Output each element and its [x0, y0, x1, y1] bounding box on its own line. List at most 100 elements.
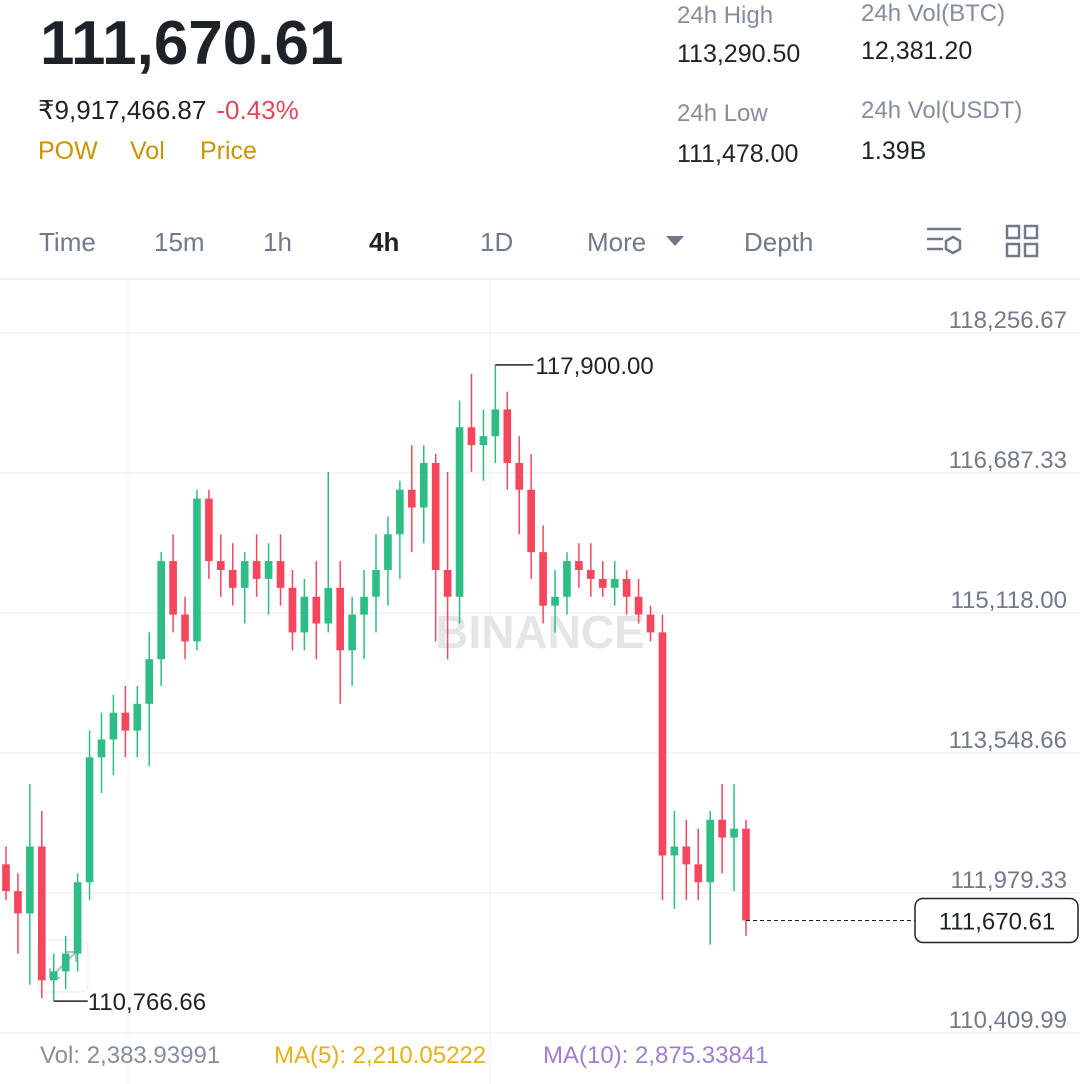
candle-body — [121, 712, 130, 731]
stat-label: 24h High — [677, 2, 774, 29]
low-label: 110,766.66 — [88, 989, 206, 1016]
layout-icon[interactable] — [1005, 224, 1041, 260]
candle-body — [718, 819, 726, 838]
stat-value: 1.39B — [861, 137, 927, 165]
candle-body — [157, 561, 165, 660]
candle-body — [324, 587, 333, 624]
indicator[interactable]: POW — [38, 137, 98, 165]
candle-body — [26, 846, 34, 914]
y-tick-label: 116,687.33 — [949, 447, 1067, 474]
inr-price: ₹9,917,466.87 — [38, 95, 207, 125]
candle-body — [240, 561, 249, 588]
candle-body — [575, 561, 583, 570]
candle-body — [610, 578, 619, 588]
candle-body — [49, 971, 58, 981]
candle-body — [276, 561, 285, 588]
candle-body — [503, 409, 512, 463]
stat-label: 24h Vol(BTC) — [861, 0, 1006, 27]
candle-body — [634, 596, 643, 615]
candle-body — [193, 498, 201, 642]
y-tick-label: 118,256.67 — [949, 307, 1067, 334]
indicator[interactable]: Vol — [130, 137, 165, 165]
candle-body — [431, 462, 440, 570]
candle-body — [407, 489, 416, 508]
ma10-label: MA(10): 2,875.33841 — [543, 1042, 768, 1069]
stat-label: 24h Low — [677, 100, 768, 127]
candle-body — [109, 712, 118, 740]
candle-body — [264, 561, 273, 579]
candle-body — [622, 578, 631, 597]
last-price-label: 111,670.61 — [939, 909, 1056, 936]
candle-body — [348, 614, 356, 651]
settings-icon[interactable] — [925, 224, 965, 260]
y-tick-label: 111,979.33 — [950, 867, 1067, 894]
tab[interactable]: 4h — [369, 227, 400, 257]
candle-body — [336, 587, 345, 651]
tab[interactable]: Time — [39, 227, 96, 257]
candle-body — [467, 427, 476, 446]
candle-body — [61, 953, 70, 972]
watermark: BINANCE — [435, 606, 645, 658]
candle-body — [563, 561, 571, 597]
stat-label: 24h Vol(USDT) — [861, 97, 1023, 124]
y-tick-label: 113,548.66 — [949, 727, 1067, 754]
candle-body — [443, 569, 452, 597]
candle-body — [694, 864, 703, 883]
candle-body — [181, 614, 189, 642]
candle-body — [133, 703, 142, 731]
candle-body — [2, 864, 10, 892]
candle-body — [288, 587, 297, 633]
candle-body — [145, 659, 154, 704]
candle-body — [682, 846, 691, 865]
candle-body — [742, 828, 750, 921]
y-tick-label: 110,409.99 — [949, 1007, 1067, 1034]
candle-body — [252, 561, 261, 579]
stat-value: 113,290.50 — [677, 40, 801, 68]
last-price-box — [914, 897, 1079, 944]
tab[interactable]: 1h — [263, 227, 292, 257]
ma5-label: MA(5): 2,210.05222 — [274, 1042, 486, 1069]
candle-body — [527, 489, 535, 553]
high-label: 117,900.00 — [535, 353, 653, 380]
tab[interactable]: Depth — [744, 227, 814, 257]
candle-body — [384, 534, 392, 570]
stat-value: 12,381.20 — [861, 37, 973, 65]
candle-body — [14, 891, 22, 914]
stat-value: 111,478.00 — [677, 140, 799, 168]
candle-body — [360, 596, 368, 615]
tab[interactable]: 1D — [480, 227, 514, 257]
price-line: ₹9,917,466.87 -0.43% — [38, 95, 299, 126]
indicator[interactable]: Price — [200, 137, 257, 165]
candle-body — [455, 427, 464, 597]
y-tick-label: 115,118.00 — [950, 587, 1067, 614]
candle-body — [372, 569, 380, 597]
candle-body — [551, 596, 559, 606]
candle-body — [97, 739, 106, 758]
candle-body — [491, 409, 500, 437]
candle-body — [85, 757, 94, 883]
candle-body — [169, 561, 177, 615]
candle-body — [598, 578, 607, 588]
vol-label: Vol: 2,383.93991 — [40, 1042, 220, 1069]
candle-body — [228, 569, 237, 588]
candle-body — [312, 596, 321, 624]
candle-body — [396, 489, 404, 535]
candle-body — [479, 436, 488, 446]
candle-body — [587, 569, 595, 579]
tab[interactable]: 15m — [154, 227, 205, 257]
candle-body — [300, 596, 309, 633]
candle-body — [217, 561, 225, 570]
candle-body — [730, 828, 738, 838]
tab[interactable]: More — [587, 227, 647, 257]
candle-body — [515, 462, 524, 490]
dropdown-arrow — [666, 236, 684, 246]
candle-body — [539, 552, 547, 606]
candle-body — [646, 614, 655, 633]
candle-body — [419, 462, 428, 508]
candle-body — [706, 819, 715, 883]
candle-body — [37, 846, 46, 981]
candle-body — [658, 632, 667, 856]
last-price: 111,670.61 — [40, 9, 344, 78]
